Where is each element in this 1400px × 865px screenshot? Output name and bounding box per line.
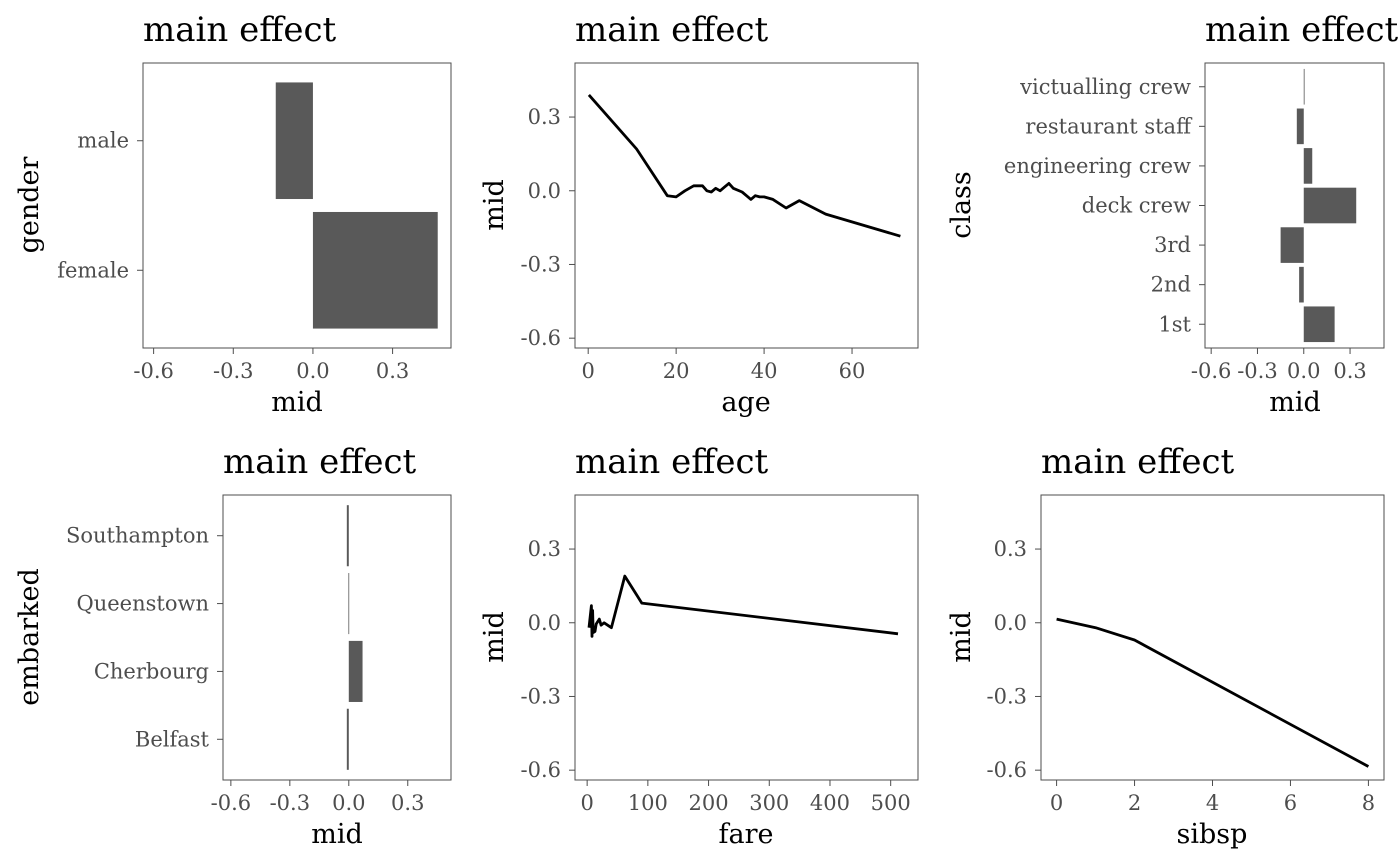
y-tick-label: -0.6	[987, 758, 1028, 782]
x-tick-label: 6	[1284, 791, 1297, 815]
y-axis-title: mid	[479, 611, 510, 663]
plot-frame	[574, 494, 919, 781]
bar-cherbourg	[348, 640, 363, 702]
y-tick-label: engineering crew	[1004, 154, 1191, 178]
bar-deck-crew	[1303, 187, 1357, 224]
x-tick-label: -0.3	[1237, 359, 1278, 383]
y-axis-title: class	[946, 171, 977, 239]
x-tick-label: 500	[871, 791, 911, 815]
y-tick-label: 0.0	[994, 611, 1027, 635]
series-line	[587, 574, 899, 638]
x-tick-label: 20	[663, 359, 690, 383]
bar-restaurant-staff	[1296, 108, 1304, 145]
y-tick-label: female	[57, 258, 129, 282]
y-tick-label: -0.3	[521, 684, 562, 708]
bar-belfast	[346, 708, 349, 770]
x-tick-label: 0	[580, 791, 593, 815]
bar-1st	[1303, 306, 1335, 343]
x-axis-title: mid	[271, 387, 323, 418]
x-tick-label: 200	[689, 791, 729, 815]
chart-panel-1: main effect -0.6 -0.3 0.0 0.3 mid gender female…	[14, 10, 452, 418]
x-tick-label: 0.0	[332, 791, 365, 815]
x-tick-label: 60	[839, 359, 866, 383]
y-tick-label: -0.6	[521, 758, 562, 782]
series-line	[1056, 617, 1370, 768]
y-axis-title: embarked	[14, 568, 45, 706]
chart-panel-5: main effect 0 100 200 300 400 500 fare mid -0.6 -0…	[479, 442, 919, 850]
x-tick-label: 0.3	[376, 359, 409, 383]
x-tick-label: 4	[1206, 791, 1219, 815]
y-tick-label: -0.3	[987, 684, 1028, 708]
chart-panel-4: main effect -0.6 -0.3 0.0 0.3 mid embarked Belf…	[14, 442, 452, 850]
chart-title: main effect	[143, 10, 337, 50]
x-axis-title: age	[721, 387, 770, 418]
bar-male	[275, 82, 313, 200]
y-tick-label: 2nd	[1151, 273, 1191, 297]
y-tick-label: 1st	[1158, 312, 1191, 336]
y-tick-label: Cherbourg	[94, 659, 209, 683]
y-tick-label: 3rd	[1154, 233, 1191, 257]
plot-frame	[142, 62, 452, 349]
chart-title: main effect	[1041, 442, 1235, 482]
x-tick-label: 0.3	[391, 791, 424, 815]
y-tick-label: 0.3	[528, 537, 561, 561]
x-axis-title: fare	[719, 819, 774, 850]
chart-title: main effect	[223, 442, 417, 482]
x-axis-title: mid	[1269, 387, 1321, 418]
y-axis-title: mid	[946, 611, 977, 663]
x-tick-label: 400	[810, 791, 850, 815]
x-tick-label: 0	[1050, 791, 1063, 815]
x-tick-label: 0.0	[296, 359, 329, 383]
plot-frame	[1204, 62, 1385, 349]
plot-frame	[1040, 494, 1385, 781]
plot-frame	[574, 62, 919, 349]
x-tick-label: -0.3	[213, 359, 254, 383]
bar-3rd	[1280, 227, 1304, 263]
chart-panel-2: main effect 0 20 40 60 age mid -0.6 -0.3 0.0 0.3	[479, 10, 919, 418]
x-tick-label: 8	[1362, 791, 1375, 815]
x-tick-label: 0	[582, 359, 595, 383]
y-tick-label: deck crew	[1082, 194, 1191, 218]
x-tick-label: -0.3	[270, 791, 311, 815]
x-tick-label: 40	[751, 359, 778, 383]
y-tick-label: restaurant staff	[1025, 114, 1193, 138]
y-tick-label: 0.3	[528, 105, 561, 129]
chart-title: main effect	[575, 10, 769, 50]
x-tick-label: 300	[749, 791, 789, 815]
y-tick-label: male	[77, 129, 129, 153]
x-tick-label: 2	[1128, 791, 1141, 815]
x-tick-label: 100	[628, 791, 668, 815]
y-tick-label: Queenstown	[77, 592, 209, 616]
y-axis-title: mid	[479, 179, 510, 231]
bar-engineering-crew	[1303, 148, 1313, 184]
chart-panel-6: main effect 0 2 4 6 8 sibsp mid -0.6 -0.3 0.0 0.3	[946, 442, 1385, 850]
bar-female	[312, 211, 438, 329]
x-tick-label: 0.3	[1333, 359, 1366, 383]
bar-queenstown	[348, 573, 350, 635]
chart-title: main effect	[575, 442, 769, 482]
y-tick-label: Belfast	[135, 727, 210, 751]
y-tick-label: -0.6	[521, 326, 562, 350]
x-tick-label: 0.0	[1287, 359, 1320, 383]
x-tick-label: -0.6	[211, 791, 252, 815]
x-axis-title: sibsp	[1177, 819, 1248, 850]
plot-frame	[222, 494, 452, 781]
x-axis-title: mid	[311, 819, 363, 850]
x-tick-label: -0.6	[133, 359, 174, 383]
y-tick-label: 0.3	[994, 537, 1027, 561]
y-tick-label: 0.0	[528, 179, 561, 203]
y-tick-label: victualling crew	[1019, 75, 1191, 99]
bar-southampton	[346, 505, 349, 567]
y-axis-title: gender	[14, 157, 45, 254]
chart-panel-3: main effect -0.6 -0.3 0.0 0.3 mid class 1st 2nd 3…	[946, 10, 1399, 418]
series-line	[587, 93, 901, 238]
bar-2nd	[1299, 266, 1304, 303]
x-tick-label: -0.6	[1191, 359, 1232, 383]
chart-title: main effect	[1205, 10, 1399, 50]
y-tick-label: -0.3	[521, 252, 562, 276]
bar-victualling-crew	[1303, 68, 1305, 105]
y-tick-label: Southampton	[66, 524, 209, 548]
y-tick-label: 0.0	[528, 611, 561, 635]
